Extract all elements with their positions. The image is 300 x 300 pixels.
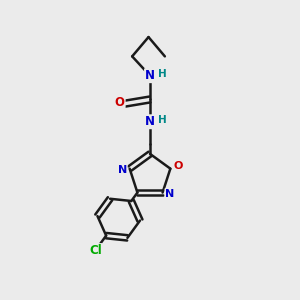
Text: N: N bbox=[145, 115, 155, 128]
Text: N: N bbox=[165, 189, 175, 199]
Text: H: H bbox=[158, 115, 167, 125]
Text: Cl: Cl bbox=[89, 244, 102, 257]
Text: O: O bbox=[174, 161, 183, 171]
Text: H: H bbox=[158, 69, 167, 79]
Text: O: O bbox=[115, 96, 125, 109]
Text: N: N bbox=[118, 165, 127, 175]
Text: N: N bbox=[145, 69, 155, 82]
